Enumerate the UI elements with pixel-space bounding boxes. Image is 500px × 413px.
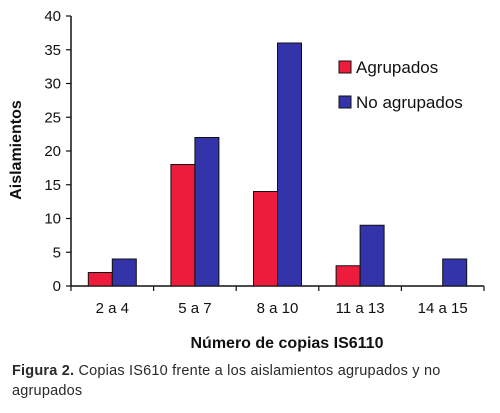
chart-legend: Agrupados No agrupados: [338, 58, 463, 112]
bar-agrupados: [335, 265, 361, 287]
bar-no-agrupados: [194, 137, 220, 287]
bar-chart: 0 5 10 15 20 25 30 35 40 2 a 4 5 a 7 8 a 10 11 a 13…: [8, 8, 485, 352]
y-tick-label: 20: [44, 143, 61, 160]
bar-agrupados: [170, 164, 196, 287]
x-tick-label: 5 a 7: [178, 300, 211, 317]
y-tick-label: 35: [44, 42, 61, 59]
figure-caption: Figura 2. Copias IS610 frente a los aisl…: [12, 361, 490, 401]
chart-bars: [87, 42, 468, 287]
x-axis-ticks: 2 a 4 5 a 7 8 a 10 11 a 13 14 a 15: [70, 286, 485, 317]
bar-no-agrupados: [359, 224, 385, 287]
figure-caption-text: Copias IS610 frente a los aislamientos a…: [12, 363, 441, 399]
x-tick-label: 14 a 15: [418, 300, 468, 317]
legend-label: Agrupados: [356, 58, 438, 77]
y-tick-label: 40: [44, 8, 61, 25]
x-tick-label: 11 a 13: [336, 300, 385, 317]
y-axis-title: Aislamientos: [8, 100, 25, 200]
x-tick-label: 2 a 4: [96, 300, 129, 317]
legend-swatch: [338, 60, 352, 74]
y-tick-label: 15: [44, 177, 61, 194]
bar-no-agrupados: [277, 42, 302, 287]
x-tick-label: 8 a 10: [257, 300, 299, 317]
legend-swatch: [338, 95, 352, 109]
y-tick-label: 5: [53, 244, 61, 261]
y-axis-ticks: 0 5 10 15 20 25 30 35 40: [44, 8, 71, 295]
bar-no-agrupados: [442, 258, 468, 287]
bar-no-agrupados: [111, 258, 137, 287]
bar-agrupados: [253, 191, 278, 287]
bar-agrupados: [87, 272, 113, 287]
figure-label: Figura 2.: [12, 363, 75, 379]
y-tick-label: 10: [44, 211, 61, 228]
y-tick-label: 30: [44, 76, 61, 93]
y-tick-label: 25: [44, 109, 61, 126]
legend-label: No agrupados: [356, 93, 463, 112]
y-tick-label: 0: [53, 278, 61, 295]
x-axis-title: Número de copias IS6110: [191, 335, 384, 352]
